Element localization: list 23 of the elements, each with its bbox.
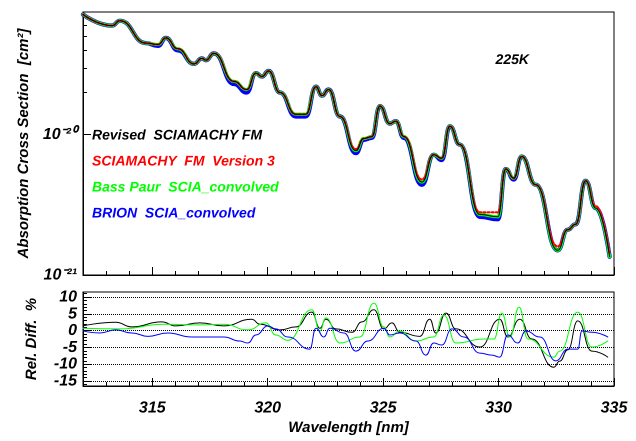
annotation: 225K <box>494 51 530 67</box>
y-tick-label: 10⁻²¹ <box>44 266 78 284</box>
y-tick-label: -10 <box>54 356 78 373</box>
x-tick-label: 330 <box>485 400 512 416</box>
y-tick-label: 10⁻²⁰ <box>42 125 80 144</box>
text: Revised SCIAMACHY FM <box>92 126 262 143</box>
x-axis-title: Wavelength [nm] <box>288 419 410 436</box>
y-tick-label: -5 <box>62 338 78 356</box>
x-tick-label: 315 <box>138 400 167 416</box>
y-tick-label: 5 <box>68 305 78 322</box>
y-axis-title: Rel. Diff. % <box>23 298 40 380</box>
x-tick-label: 320 <box>254 400 282 416</box>
x-tick-label: 335 <box>600 400 628 416</box>
text: Bass Paur SCIA_convolved <box>92 178 280 195</box>
y-axis-title: Absorption Cross Section [cm²] <box>15 27 32 260</box>
y-tick-label: 10 <box>59 288 78 306</box>
text: BRION SCIA_convolved <box>92 204 256 221</box>
line-series <box>82 302 608 358</box>
y-tick-label: -15 <box>54 372 78 390</box>
y-tick-label: 0 <box>68 322 78 340</box>
x-tick-label: 325 <box>370 400 398 416</box>
line-series <box>82 325 608 362</box>
text: SCIAMACHY FM Version 3 <box>92 152 276 169</box>
